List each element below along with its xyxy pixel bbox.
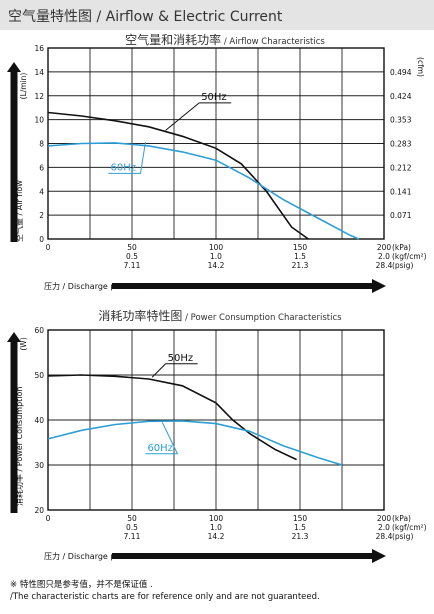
x-tick-label-kpa: 50 bbox=[127, 514, 137, 523]
series-label-50hz: 50Hz bbox=[201, 92, 227, 103]
series-label-pointer bbox=[165, 102, 200, 131]
y-tick-label: 12 bbox=[34, 92, 44, 101]
series-line-50hz bbox=[47, 111, 309, 240]
x-tick-label-psig: 14.2 bbox=[208, 261, 225, 270]
x-tick-label-psig: 7.11 bbox=[124, 532, 141, 541]
y-axis-arrow-icon bbox=[7, 332, 21, 513]
x-tick-label-psig: 28.4 bbox=[376, 261, 393, 270]
y-tick-label: 10 bbox=[34, 116, 44, 125]
y-tick-label: 6 bbox=[39, 163, 44, 172]
x-tick-label-kgf: 2.0 bbox=[378, 523, 390, 532]
y2-tick-label: 0.071 bbox=[390, 211, 412, 220]
x-unit-label: (kPa) bbox=[392, 514, 411, 523]
series-label-leader bbox=[145, 422, 179, 455]
y-axis-label: 消耗功率 / Power Consumption bbox=[14, 387, 24, 507]
header-bar: 空气量特性图 / Airflow & Electric Current bbox=[0, 0, 434, 30]
plot-frame bbox=[47, 329, 385, 511]
x-tick-label-psig: 14.2 bbox=[208, 532, 225, 541]
y-tick-label: 16 bbox=[34, 44, 44, 53]
page-title: 空气量特性图 / Airflow & Electric Current bbox=[8, 9, 283, 25]
series-label-50hz: 50Hz bbox=[168, 353, 194, 364]
y2-tick-label: 0.283 bbox=[390, 140, 412, 149]
x-tick-label-kpa: 200 bbox=[377, 514, 392, 523]
chart-subtitle: / Airflow Characteristics bbox=[221, 37, 325, 47]
x-tick-label-kgf: 1.0 bbox=[210, 523, 222, 532]
x-tick-label-kgf: 0.5 bbox=[126, 523, 138, 532]
series-label-60hz: 60Hz bbox=[110, 162, 136, 173]
series-line-60hz bbox=[47, 142, 360, 240]
y-tick-label: 8 bbox=[39, 140, 44, 149]
x-axis-label: 压力 / Discharge pressure bbox=[44, 551, 145, 561]
chart-title: 消耗功率特性图 / Power Consumption Characterist… bbox=[98, 308, 342, 323]
chart-subtitle: / Power Consumption Characteristics bbox=[182, 313, 342, 323]
y-tick-label: 14 bbox=[34, 68, 44, 77]
y2-tick-label: 0.141 bbox=[390, 187, 412, 196]
x-unit-label: (kPa) bbox=[392, 243, 411, 252]
plot-frame bbox=[47, 47, 385, 240]
series-label-pointer bbox=[151, 363, 166, 378]
x-axis-label: 压力 / Discharge pressure bbox=[44, 281, 145, 291]
x-unit-label: (kgf/cm²) bbox=[392, 252, 427, 261]
series-label-60hz: 60Hz bbox=[147, 443, 173, 454]
series-line-50hz bbox=[47, 374, 297, 461]
x-tick-label-kpa: 200 bbox=[377, 243, 392, 252]
y-tick-label: 4 bbox=[39, 187, 44, 196]
x-tick-label-kpa: 150 bbox=[293, 514, 308, 523]
footnote-en: /The characteristic charts are for refer… bbox=[10, 592, 320, 602]
power-consumption-chart: 消耗功率特性图 / Power Consumption Characterist… bbox=[7, 308, 427, 563]
x-unit-label: (psig) bbox=[392, 532, 413, 541]
airflow-chart: 空气量和消耗功率 / Airflow Characteristics 0 2 4 6 8 1… bbox=[7, 32, 427, 293]
x-tick-label-kpa: 0 bbox=[46, 243, 51, 252]
y2-tick-label: 0.212 bbox=[390, 163, 412, 172]
x-tick-label-psig: 21.3 bbox=[292, 532, 309, 541]
x-tick-label-psig: 7.11 bbox=[124, 261, 141, 270]
x-tick-label-kgf: 1.5 bbox=[294, 252, 306, 261]
x-tick-label-psig: 21.3 bbox=[292, 261, 309, 270]
y-tick-label: 20 bbox=[34, 506, 44, 515]
y-axis-label: 空气量 / Air flow bbox=[14, 180, 24, 242]
y-tick-label: 2 bbox=[39, 211, 44, 220]
y-unit-label: (W) bbox=[19, 337, 28, 350]
series-label-leader bbox=[108, 142, 146, 174]
footnote-cn: ※ 特性图只是参考值，并不是保证值 . bbox=[10, 580, 153, 590]
y-tick-label: 0 bbox=[39, 235, 44, 244]
chart-title: 空气量和消耗功率 / Airflow Characteristics bbox=[125, 32, 325, 47]
x-tick-label-kgf: 1.0 bbox=[210, 252, 222, 261]
y-tick-label: 50 bbox=[34, 371, 44, 380]
x-tick-label-kgf: 2.0 bbox=[378, 252, 390, 261]
y2-tick-label: 0.494 bbox=[390, 68, 412, 77]
y-axis-arrow-icon bbox=[7, 62, 21, 242]
y2-unit-label: (cfm) bbox=[416, 57, 425, 77]
x-tick-label-kpa: 100 bbox=[209, 514, 224, 523]
x-tick-label-kpa: 50 bbox=[127, 243, 137, 252]
x-tick-label-kgf: 0.5 bbox=[126, 252, 138, 261]
y-unit-label: (L/min) bbox=[19, 73, 28, 100]
x-unit-label: (kgf/cm²) bbox=[392, 523, 427, 532]
x-unit-label: (psig) bbox=[392, 261, 413, 270]
x-tick-label-kpa: 150 bbox=[293, 243, 308, 252]
series-line-60hz bbox=[47, 420, 343, 466]
x-axis-arrow-icon bbox=[112, 549, 386, 563]
y2-tick-label: 0.424 bbox=[390, 92, 412, 101]
x-tick-label-kgf: 1.5 bbox=[294, 523, 306, 532]
y2-tick-label: 0.353 bbox=[390, 116, 412, 125]
y-tick-label: 40 bbox=[34, 416, 44, 425]
x-axis-arrow-icon bbox=[112, 279, 386, 293]
x-tick-label-kpa: 0 bbox=[46, 514, 51, 523]
x-tick-label-kpa: 100 bbox=[209, 243, 224, 252]
x-tick-label-psig: 28.4 bbox=[376, 532, 393, 541]
y-tick-label: 30 bbox=[34, 461, 44, 470]
y-tick-label: 60 bbox=[34, 326, 44, 335]
